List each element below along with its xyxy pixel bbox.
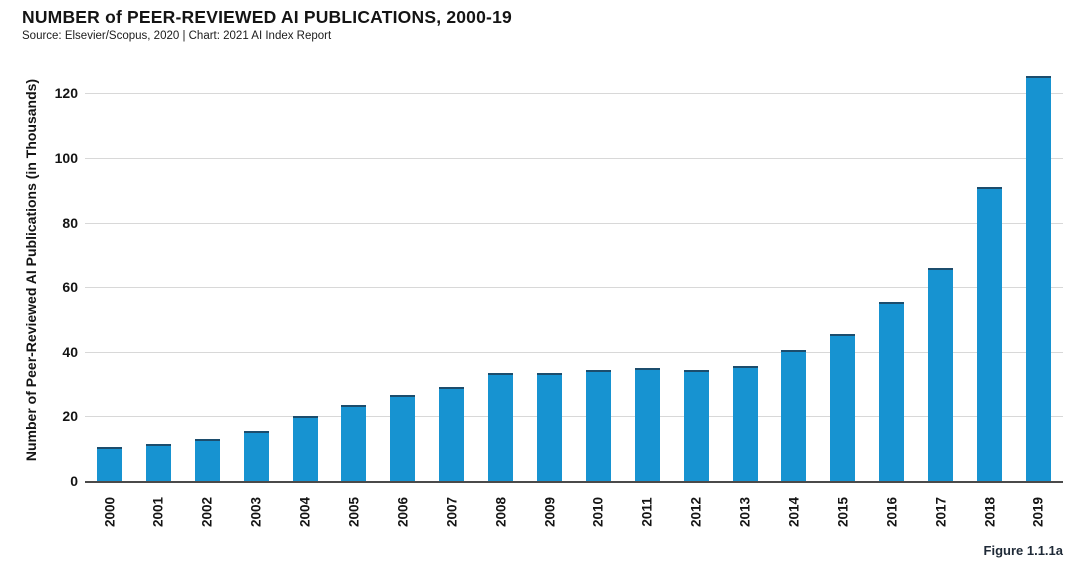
x-tick-2006: 2006 [390,487,415,537]
x-tick-2002: 2002 [195,487,220,537]
x-tick-label-2002: 2002 [199,496,215,528]
bar-2001 [145,443,171,481]
y-axis-title: Number of Peer-Reviewed AI Publications … [23,78,39,462]
x-axis-tick-labels: 2000 2001 2002 2003 2004 2005 2006 2007 2008 2009… [85,487,1063,537]
x-tick-label-2016: 2016 [884,496,900,528]
x-tick-label-2017: 2017 [933,496,949,528]
bar-2004 [292,416,318,481]
x-tick-2013: 2013 [733,487,758,537]
x-tick-label-2010: 2010 [590,496,606,528]
x-tick-2010: 2010 [586,487,611,537]
source-line: Source: Elsevier/Scopus, 2020 | Chart: 2… [22,30,332,42]
bar-2005 [341,405,367,481]
bar-2014 [781,350,807,481]
gridline-20 [85,416,1063,418]
x-tick-2001: 2001 [146,487,171,537]
x-tick-2004: 2004 [293,487,318,537]
x-tick-2019: 2019 [1026,487,1051,537]
x-tick-2008: 2008 [488,487,513,537]
x-tick-label-2000: 2000 [102,496,117,528]
bar-2008 [488,372,514,481]
x-tick-2000: 2000 [97,487,122,537]
bar-2016 [879,301,905,481]
bar-2002 [194,439,220,481]
x-tick-label-2007: 2007 [444,496,460,528]
x-tick-2015: 2015 [830,487,855,537]
gridline-40 [85,351,1063,353]
bars-layer [85,61,1063,481]
x-tick-label-2001: 2001 [150,496,166,528]
gridline-100 [85,157,1063,159]
x-tick-label-2012: 2012 [688,496,704,528]
bar-2009 [537,372,563,481]
page-title: NUMBER of PEER-REVIEWED AI PUBLICATIONS,… [22,7,512,27]
gridline-120 [85,93,1063,95]
bar-2006 [390,395,416,481]
figure-caption: Figure 1.1.1a [983,543,1063,558]
bar-2017 [928,267,954,481]
x-tick-label-2011: 2011 [639,497,655,527]
x-tick-label-2019: 2019 [1030,496,1046,528]
x-tick-label-2004: 2004 [297,496,313,528]
plot-area [85,61,1063,483]
x-tick-label-2014: 2014 [786,496,802,528]
x-tick-label-2013: 2013 [737,496,753,528]
y-tick-label-60: 60 [62,279,78,296]
x-tick-label-2015: 2015 [835,496,851,528]
x-tick-label-2018: 2018 [982,496,998,528]
bar-2003 [243,430,269,481]
bar-2015 [830,334,856,481]
y-tick-label-100: 100 [54,149,78,166]
x-tick-label-2009: 2009 [542,496,558,528]
x-tick-label-2008: 2008 [493,496,509,528]
x-tick-label-2005: 2005 [346,496,362,528]
bar-2012 [683,369,709,481]
x-tick-2009: 2009 [537,487,562,537]
bar-2000 [97,447,122,481]
x-tick-2007: 2007 [439,487,464,537]
bar-2011 [634,367,660,481]
x-tick-label-2006: 2006 [395,496,411,528]
y-tick-label-120: 120 [54,85,78,102]
x-tick-2012: 2012 [684,487,709,537]
x-tick-2003: 2003 [244,487,269,537]
gridline-60 [85,287,1063,289]
bar-2010 [585,369,611,481]
bar-2019 [1025,75,1051,481]
bar-2018 [977,187,1003,481]
y-tick-label-0: 0 [70,473,78,489]
x-tick-2016: 2016 [879,487,904,537]
y-tick-label-20: 20 [62,408,78,425]
bar-2007 [439,387,465,481]
gridline-80 [85,222,1063,224]
bar-2013 [732,366,758,481]
x-tick-2011: 2011 [635,487,660,537]
x-tick-2005: 2005 [341,487,366,537]
y-tick-label-40: 40 [62,343,78,360]
x-tick-2018: 2018 [977,487,1002,537]
x-tick-label-2003: 2003 [248,496,264,528]
y-tick-label-80: 80 [62,214,78,231]
x-tick-2017: 2017 [928,487,953,537]
x-tick-2014: 2014 [781,487,806,537]
